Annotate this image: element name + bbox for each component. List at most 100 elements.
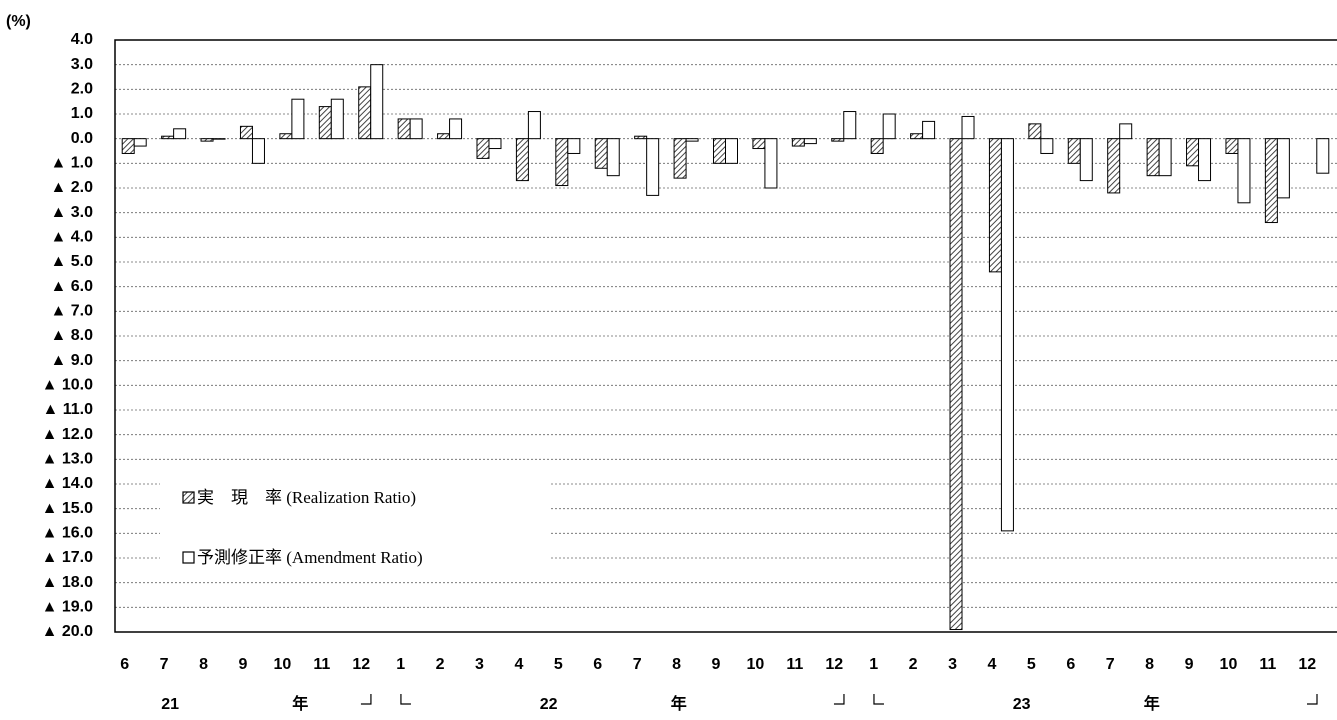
x-tick-label: 10 [747, 656, 765, 673]
x-tick-label: 6 [120, 656, 129, 673]
x-tick-label: 12 [1298, 656, 1316, 673]
legend-label: 実 現 率 (Realization Ratio) [197, 488, 416, 507]
bar [279, 133, 293, 140]
y-tick-label: ▲ 12.0 [42, 426, 94, 443]
y-tick-label: ▲ 5.0 [50, 253, 93, 270]
y-tick-label: 3.0 [71, 56, 93, 73]
bar [397, 118, 411, 140]
x-tick-label: 7 [633, 656, 642, 673]
bar [488, 138, 502, 150]
y-tick-label: ▲ 11.0 [42, 401, 93, 418]
bar [673, 138, 687, 179]
group-unit: 年 [1144, 694, 1160, 713]
x-tick-label: 4 [987, 656, 996, 673]
bar [949, 138, 963, 631]
bar [791, 138, 805, 147]
bracket-start [400, 694, 411, 705]
bar [437, 133, 451, 140]
x-tick-label: 9 [239, 656, 248, 673]
bar [752, 138, 766, 150]
bar [1028, 123, 1042, 140]
y-tick-label: ▲ 19.0 [42, 599, 94, 616]
x-tick-label: 6 [1066, 656, 1075, 673]
bar [1276, 138, 1290, 199]
bar [409, 118, 423, 140]
bar [291, 98, 305, 140]
x-tick-label: 11 [1259, 656, 1276, 673]
bar [831, 138, 845, 142]
bar [764, 138, 778, 189]
bar [1000, 138, 1014, 532]
bar [634, 135, 648, 140]
bar [1119, 123, 1133, 140]
bar [910, 133, 924, 140]
bar [161, 135, 175, 140]
y-tick-label: ▲ 15.0 [42, 500, 94, 517]
x-tick-label: 11 [786, 656, 803, 673]
y-tick-label: ▲ 20.0 [42, 623, 94, 640]
bar [685, 138, 699, 142]
bar [1237, 138, 1251, 204]
y-tick-label: ▲ 16.0 [42, 525, 94, 542]
x-tick-label: 3 [475, 656, 484, 673]
bar [1079, 138, 1093, 182]
bar [1186, 138, 1200, 167]
x-tick-label: 11 [313, 656, 330, 673]
bar [988, 138, 1002, 273]
x-tick-label: 5 [554, 656, 563, 673]
y-tick-label: 4.0 [71, 31, 93, 48]
x-tick-label: 1 [869, 656, 878, 673]
plot-frame [114, 39, 1337, 633]
bar [594, 138, 608, 169]
bar [1040, 138, 1054, 154]
y-tick-label: ▲ 2.0 [50, 179, 93, 196]
x-tick-label: 7 [160, 656, 169, 673]
y-tick-label: ▲ 6.0 [50, 278, 93, 295]
bracket-end [360, 694, 372, 705]
bar [922, 120, 936, 140]
y-tick-label: ▲ 13.0 [42, 451, 94, 468]
y-tick-label: ▲ 9.0 [50, 352, 93, 369]
y-tick-label: ▲ 3.0 [50, 204, 93, 221]
y-tick-label: ▲ 17.0 [42, 549, 94, 566]
bar [567, 138, 581, 154]
bracket-start [873, 694, 884, 705]
y-tick-label: ▲ 7.0 [50, 303, 93, 320]
bar [370, 64, 384, 140]
y-tick-label: 1.0 [71, 105, 93, 122]
bar [870, 138, 884, 154]
bar [1107, 138, 1121, 194]
bar [318, 106, 332, 140]
legend-label: 予測修正率 (Amendment Ratio) [197, 548, 423, 567]
bar [606, 138, 620, 177]
bar [133, 138, 147, 147]
bar [1158, 138, 1172, 177]
x-tick-label: 12 [352, 656, 370, 673]
bracket-end [1307, 694, 1318, 705]
bar [803, 138, 817, 145]
bar [515, 138, 529, 182]
bar [173, 128, 187, 140]
y-tick-label: ▲ 8.0 [50, 327, 93, 344]
x-tick-label: 12 [825, 656, 843, 673]
bar [882, 113, 896, 140]
group-unit: 年 [671, 694, 687, 713]
x-tick-label: 3 [948, 656, 957, 673]
x-tick-label: 8 [199, 656, 208, 673]
group-label: 22 [540, 696, 558, 713]
bar [212, 138, 226, 140]
x-tick-label: 2 [436, 656, 445, 673]
bar [200, 138, 214, 142]
group-label: 21 [161, 696, 179, 713]
x-tick-label: 1 [396, 656, 405, 673]
y-tick-label: ▲ 10.0 [42, 377, 94, 394]
x-tick-label: 4 [514, 656, 523, 673]
bar [961, 115, 975, 140]
bar [1198, 138, 1212, 182]
bar [1264, 138, 1278, 224]
bar [358, 86, 372, 140]
y-tick-label: ▲ 4.0 [50, 229, 93, 246]
bar [1067, 138, 1081, 164]
x-tick-label: 7 [1106, 656, 1115, 673]
